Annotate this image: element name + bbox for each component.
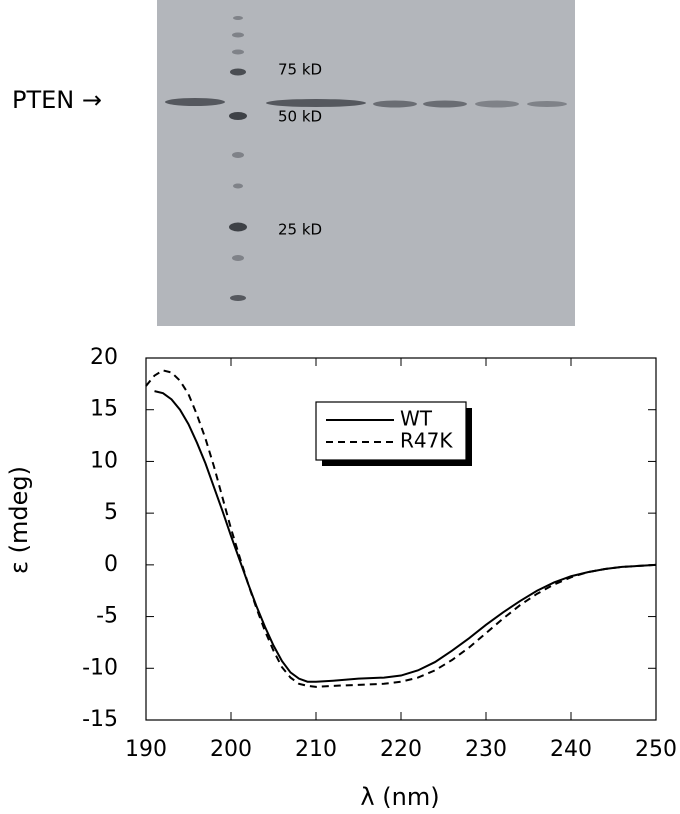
legend-box [315,401,467,461]
y-tick-label: 20 [90,345,118,370]
x-tick-label: 240 [550,737,592,762]
legend-label: R47K [400,429,453,453]
y-tick-label: 5 [104,500,118,525]
gel-background [157,0,575,326]
y-tick-label: -5 [96,604,118,629]
marker-label: 25 kD [278,221,322,239]
x-tick-label: 200 [210,737,252,762]
y-tick-label: 15 [90,397,118,422]
y-tick-label: 0 [104,552,118,577]
y-tick-label: -10 [82,655,118,680]
x-tick-label: 190 [125,737,167,762]
legend-label: WT [400,407,433,431]
marker-label: 75 kD [278,61,322,79]
x-tick-label: 230 [465,737,507,762]
marker-label: 50 kD [278,108,322,126]
x-tick-label: 220 [380,737,422,762]
y-axis-label: ε (mdeg) [5,466,33,574]
y-tick-label: -15 [82,707,118,732]
x-tick-label: 210 [295,737,337,762]
x-tick-label: 250 [635,737,677,762]
gel: PTEN → 75 kD 50 kD 25 kD [12,0,575,326]
x-axis-label: λ (nm) [360,783,439,811]
gel-label: PTEN → [12,86,102,114]
y-tick-label: 10 [90,448,118,473]
data-line [154,390,657,683]
gel-bands [165,16,567,301]
data-line [145,369,657,688]
